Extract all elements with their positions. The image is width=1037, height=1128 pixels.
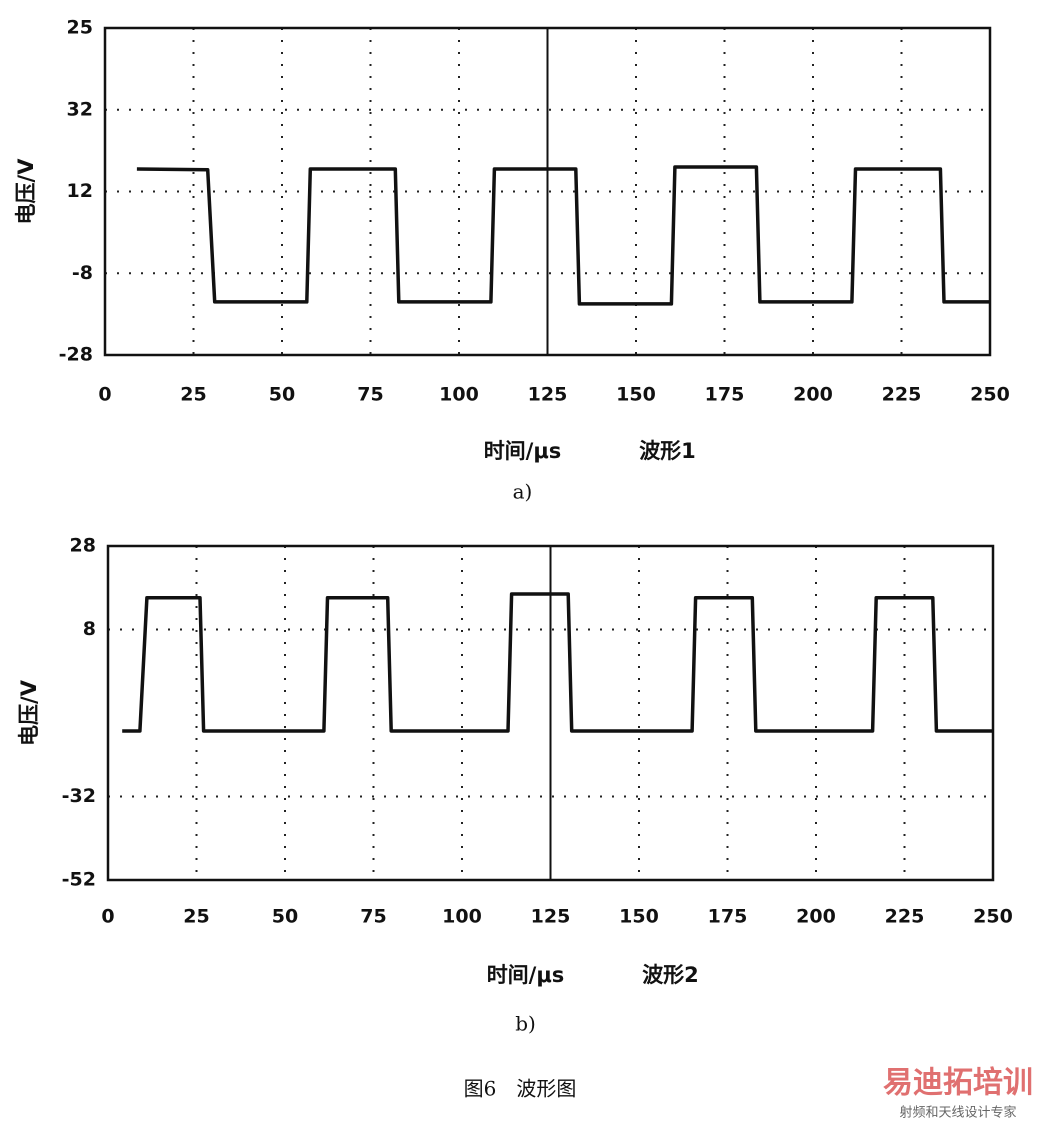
x-tick-label: 225 [885, 906, 925, 928]
x-tick-label: 0 [101, 906, 114, 928]
y-tick-label: 8 [83, 618, 96, 640]
series-name: 波形2 [642, 963, 699, 987]
x-tick-label: 50 [269, 384, 295, 406]
x-tick-label: 200 [793, 384, 833, 406]
y-tick-label: -52 [62, 869, 96, 891]
y-tick-label: 28 [70, 535, 96, 557]
x-tick-label: 100 [442, 906, 482, 928]
y-axis-label: 电压/V [17, 679, 41, 746]
y-tick-label: 25 [67, 17, 93, 39]
series-name: 波形1 [639, 439, 696, 463]
x-tick-label: 250 [970, 384, 1010, 406]
x-tick-label: 125 [528, 384, 568, 406]
x-axis-label: 时间/μs [487, 963, 565, 987]
y-tick-label: -8 [72, 262, 93, 284]
plot-frame [103, 26, 992, 357]
plot-frame [106, 544, 995, 882]
x-tick-label: 200 [796, 906, 836, 928]
figure-caption: 图6 波形图 [464, 1077, 577, 1101]
watermark-brand: 易迪拓培训 [883, 1066, 1033, 1101]
x-tick-label: 50 [272, 906, 298, 928]
y-tick-label: -28 [59, 344, 93, 366]
x-tick-label: 125 [531, 906, 571, 928]
x-tick-label: 225 [882, 384, 922, 406]
y-axis-label: 电压/V [14, 158, 38, 225]
x-tick-label: 25 [180, 384, 206, 406]
x-tick-label: 25 [183, 906, 209, 928]
y-tick-label: -32 [62, 785, 96, 807]
waveform [122, 592, 993, 733]
y-tick-label: 12 [67, 180, 93, 202]
x-tick-label: 75 [360, 906, 386, 928]
x-axis-label: 时间/μs [484, 439, 562, 463]
y-tick-label: 32 [67, 98, 93, 120]
x-tick-label: 75 [357, 384, 383, 406]
x-tick-label: 250 [973, 906, 1013, 928]
x-tick-label: 150 [619, 906, 659, 928]
x-tick-label: 150 [616, 384, 656, 406]
chart-caption: b) [515, 1012, 536, 1036]
watermark-slogan: 射频和天线设计专家 [899, 1105, 1016, 1121]
x-tick-label: 175 [705, 384, 745, 406]
x-tick-label: 100 [439, 384, 479, 406]
waveform [136, 165, 990, 306]
x-tick-label: 175 [708, 906, 748, 928]
chart-caption: a) [513, 480, 533, 504]
x-tick-label: 0 [98, 384, 111, 406]
